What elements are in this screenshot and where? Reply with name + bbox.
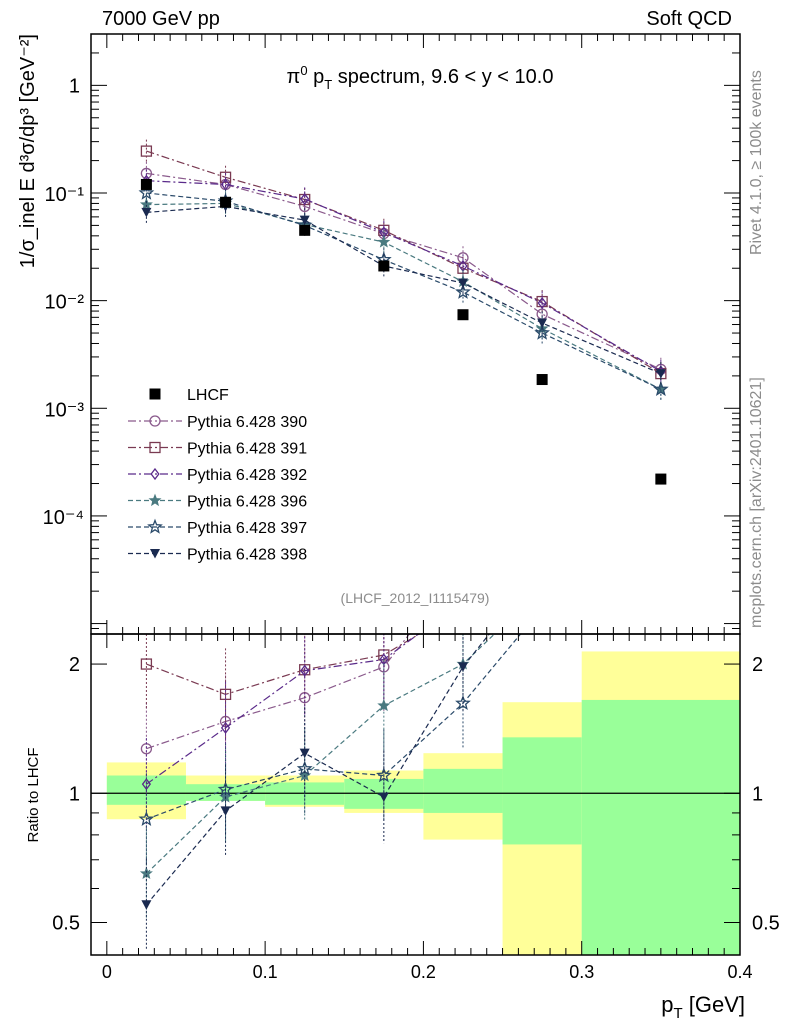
legend-label: Pythia 6.428 392 bbox=[187, 467, 307, 484]
energy-label: 7000 GeV pp bbox=[102, 8, 220, 30]
main-y-tick-label: 10⁻² bbox=[45, 292, 85, 314]
main-y-tick-label: 10⁻³ bbox=[45, 399, 85, 421]
legend-label: Pythia 6.428 398 bbox=[187, 547, 307, 564]
main-series-point bbox=[300, 192, 310, 206]
ratio-y-axis-label: Ratio to LHCF bbox=[25, 747, 42, 842]
main-series-point bbox=[140, 145, 153, 157]
ratio-series-point bbox=[378, 792, 389, 803]
ratio-series-point bbox=[300, 664, 310, 677]
ratio-y-tick-label-right: 2 bbox=[752, 654, 763, 676]
ratio-series-point bbox=[141, 900, 152, 910]
legend-entry-4: Pythia 6.428 397 bbox=[128, 518, 307, 537]
ratio-series-point bbox=[220, 806, 231, 816]
ratio-series-point bbox=[220, 721, 231, 734]
main-series-point bbox=[220, 178, 231, 191]
ratio-y-tick-label-right: 0.5 bbox=[752, 912, 780, 934]
axis-tick-labels: 0 0.1 0.2 0.3 0.4 1 10⁻¹ 10⁻² 10⁻³ 10⁻⁴ 0.5 0.5 1 1 2 2 bbox=[43, 75, 780, 982]
axis-frames bbox=[90, 33, 741, 956]
data-point bbox=[655, 473, 667, 485]
main-frame bbox=[90, 33, 741, 635]
main-series-line-2 bbox=[146, 180, 662, 372]
main-series-point bbox=[534, 324, 551, 340]
legend-marker bbox=[149, 415, 161, 427]
data-point bbox=[536, 374, 548, 386]
main-series-line-3 bbox=[146, 202, 662, 390]
rivet-version-label: Rivet 4.1.0, ≥ 100k events bbox=[748, 70, 765, 255]
main-series-point bbox=[141, 207, 152, 218]
main-series-line-4 bbox=[146, 192, 662, 390]
legend-label: LHCF bbox=[187, 387, 229, 404]
ratio-stat-band-5 bbox=[502, 737, 582, 845]
main-series-lines bbox=[138, 139, 669, 485]
ratio-series-point bbox=[299, 748, 310, 759]
ratio-series-point bbox=[141, 778, 152, 791]
ratio-series-point bbox=[138, 810, 155, 826]
main-series-point bbox=[655, 369, 666, 379]
ratio-series-point bbox=[457, 662, 468, 672]
ratio-series-point bbox=[217, 781, 234, 797]
legend-marker bbox=[150, 467, 160, 481]
legend-marker bbox=[149, 388, 161, 400]
ratio-series-point bbox=[376, 767, 392, 783]
main-series-point bbox=[138, 184, 155, 200]
legend-entry-data: LHCF bbox=[149, 387, 229, 404]
legend-label: Pythia 6.428 396 bbox=[187, 494, 307, 511]
data-point bbox=[457, 309, 469, 321]
legend-label: Pythia 6.428 397 bbox=[187, 520, 307, 537]
main-series-point bbox=[652, 380, 669, 397]
ratio-y-tick-label-left: 1 bbox=[69, 783, 80, 805]
legend-entry-3: Pythia 6.428 396 bbox=[128, 494, 307, 511]
analysis-id: (LHCF_2012_I1115479) bbox=[341, 590, 490, 606]
x-tick-label: 0.3 bbox=[569, 962, 594, 982]
data-point bbox=[378, 260, 390, 272]
x-tick-label: 0.4 bbox=[727, 962, 752, 982]
legend-marker bbox=[148, 493, 162, 507]
x-tick-label: 0.2 bbox=[411, 962, 436, 982]
main-series-point bbox=[455, 283, 471, 299]
x-tick-label: 0 bbox=[102, 962, 112, 982]
legend-label: Pythia 6.428 391 bbox=[187, 441, 307, 458]
ratio-series-lines bbox=[138, 634, 522, 951]
axis-ticks bbox=[91, 33, 741, 955]
ratio-stat-band-4 bbox=[423, 768, 503, 813]
main-y-axis-label: 1/σ_inel E d³σ/dp³ [GeV⁻²] bbox=[17, 34, 39, 268]
main-series-point bbox=[457, 278, 468, 288]
ratio-frame bbox=[90, 633, 741, 956]
legend-marker bbox=[149, 441, 161, 454]
main-y-tick-label: 10⁻¹ bbox=[45, 184, 85, 206]
data-point bbox=[299, 224, 311, 236]
ratio-y-tick-label-right: 1 bbox=[752, 783, 763, 805]
legend-entry-0: Pythia 6.428 390 bbox=[128, 414, 307, 431]
main-y-tick-label: 10⁻⁴ bbox=[43, 507, 84, 529]
legend-entry-5: Pythia 6.428 398 bbox=[128, 547, 307, 564]
main-y-tick-label: 1 bbox=[69, 75, 80, 97]
main-series-point bbox=[299, 215, 310, 226]
legend-label: Pythia 6.428 390 bbox=[187, 414, 307, 431]
legend-marker bbox=[150, 549, 160, 559]
data-point bbox=[140, 178, 152, 190]
legend-entry-1: Pythia 6.428 391 bbox=[128, 441, 307, 458]
ratio-series-point bbox=[140, 658, 153, 670]
main-series-point bbox=[139, 197, 153, 211]
legend-entry-2: Pythia 6.428 392 bbox=[128, 467, 307, 484]
main-series-point bbox=[537, 296, 547, 310]
x-tick-label: 0.1 bbox=[253, 962, 278, 982]
legend: LHCF Pythia 6.428 390 Pythia 6.428 391 Pyth… bbox=[128, 387, 307, 564]
legend-marker bbox=[147, 518, 163, 534]
main-series-point bbox=[537, 318, 548, 328]
ratio-stat-band-6 bbox=[581, 699, 740, 955]
ratio-y-tick-label-left: 2 bbox=[69, 654, 80, 676]
x-axis-label: pT [GeV] bbox=[661, 992, 745, 1022]
ratio-y-tick-label-left: 0.5 bbox=[52, 912, 80, 934]
category-label: Soft QCD bbox=[646, 8, 732, 30]
mcplots-label: mcplots.cern.ch [arXiv:2401.10621] bbox=[748, 377, 765, 628]
main-title: π0 pT spectrum, 9.6 < y < 10.0 bbox=[287, 63, 554, 92]
ratio-series-group bbox=[138, 634, 522, 951]
ratio-series-point bbox=[377, 698, 391, 712]
main-series-point bbox=[377, 235, 391, 248]
data-point bbox=[220, 196, 232, 208]
main-series-line-5 bbox=[146, 205, 662, 375]
ratio-series-line-2 bbox=[146, 634, 420, 785]
